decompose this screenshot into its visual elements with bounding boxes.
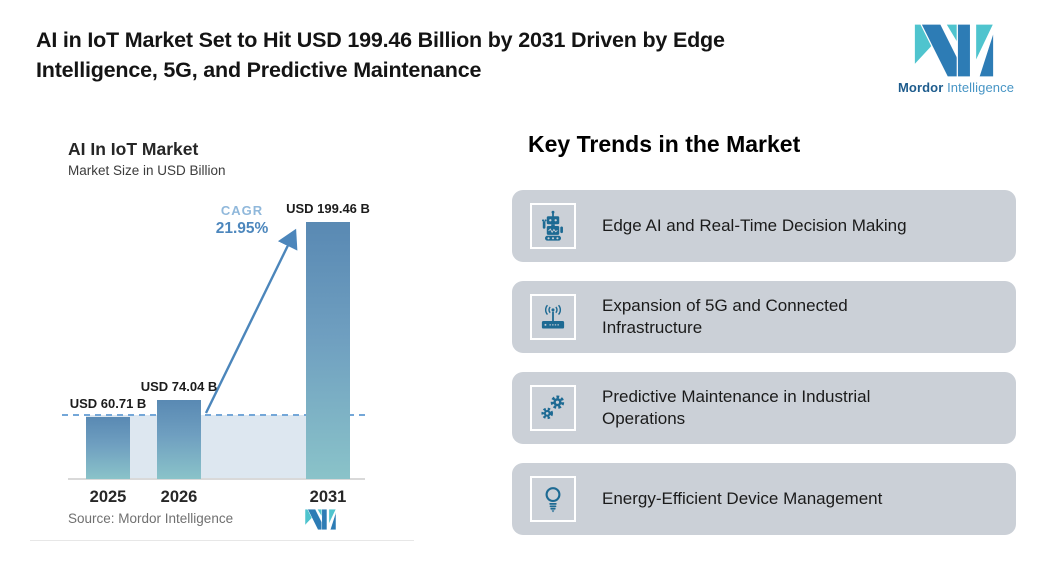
trend-label: Expansion of 5G and Connected Infrastruc…	[602, 295, 848, 337]
trend-card-5g: Expansion of 5G and Connected Infrastruc…	[512, 281, 1016, 353]
robot-icon	[530, 203, 576, 249]
cagr-annotation: CAGR 21.95%	[200, 203, 284, 239]
mordor-logo-mark-small-icon	[304, 508, 337, 535]
bar	[86, 417, 130, 479]
bar-value-label: USD 74.04 B	[140, 379, 218, 394]
bar	[157, 400, 201, 479]
page-title-line1: AI in IoT Market Set to Hit USD 199.46 B…	[36, 28, 725, 52]
page-title: AI in IoT Market Set to Hit USD 199.46 B…	[36, 26, 876, 85]
cagr-label: CAGR	[220, 203, 264, 218]
bar-chart: CAGR 21.95% USD 60.71 B USD 74.04 B USD …	[62, 195, 412, 506]
chart-subtitle: Market Size in USD Billion	[68, 163, 226, 178]
trend-card-edge-ai: Edge AI and Real-Time Decision Making	[512, 190, 1016, 262]
mordor-logo-mark-icon	[898, 24, 1010, 77]
router-5g-icon	[530, 294, 576, 340]
lightbulb-icon	[530, 476, 576, 522]
trend-card-energy-efficiency: Energy-Efficient Device Management	[512, 463, 1016, 535]
trend-label: Predictive Maintenance in Industrial Ope…	[602, 386, 871, 428]
trend-card-predictive-maintenance: Predictive Maintenance in Industrial Ope…	[512, 372, 1016, 444]
x-axis-tick: 2031	[309, 488, 347, 506]
trends-heading: Key Trends in the Market	[528, 131, 801, 157]
chart-title: AI In IoT Market	[68, 139, 199, 159]
x-axis-tick: 2026	[160, 488, 198, 506]
bar-value-label: USD 199.46 B	[286, 201, 370, 216]
mordor-intelligence-logo: Mordor Intelligence	[898, 24, 1015, 95]
cagr-value: 21.95%	[215, 220, 269, 238]
logo-wordmark: Mordor Intelligence	[898, 80, 1015, 95]
bar-value-label: USD 60.71 B	[69, 396, 147, 411]
page-title-line2: Intelligence, 5G, and Predictive Mainten…	[36, 57, 482, 82]
growth-arrow-icon	[204, 228, 298, 414]
trend-label: Energy-Efficient Device Management	[602, 488, 883, 508]
x-axis-line	[68, 478, 365, 480]
x-axis-tick: 2025	[89, 488, 127, 506]
dashed-reference-line	[62, 414, 368, 416]
bar	[306, 222, 350, 479]
trend-label: Edge AI and Real-Time Decision Making	[602, 215, 907, 235]
gears-icon	[530, 385, 576, 431]
section-divider	[30, 540, 414, 541]
source-attribution: Source: Mordor Intelligence	[68, 511, 234, 526]
